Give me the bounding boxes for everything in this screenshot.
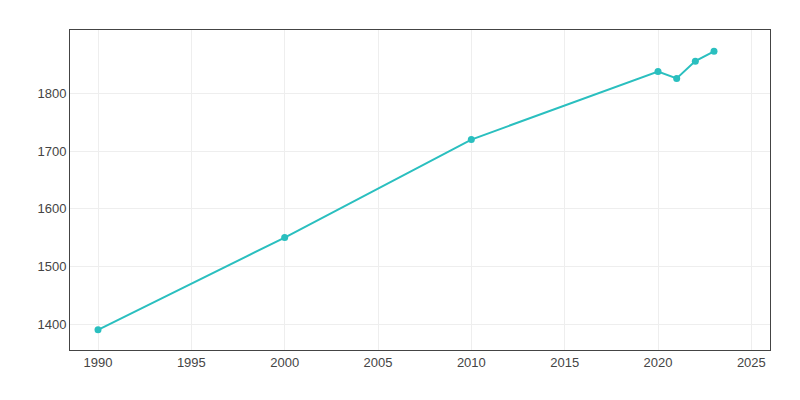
svg-text:2000: 2000: [270, 355, 299, 370]
svg-text:2005: 2005: [364, 355, 393, 370]
svg-text:2025: 2025: [737, 355, 766, 370]
svg-text:2015: 2015: [550, 355, 579, 370]
svg-text:1500: 1500: [37, 259, 66, 274]
svg-text:1995: 1995: [177, 355, 206, 370]
svg-text:1800: 1800: [37, 86, 66, 101]
svg-text:1600: 1600: [37, 201, 66, 216]
svg-text:1700: 1700: [37, 144, 66, 159]
svg-text:1400: 1400: [37, 317, 66, 332]
svg-text:2020: 2020: [644, 355, 673, 370]
svg-text:1990: 1990: [84, 355, 113, 370]
svg-text:2010: 2010: [457, 355, 486, 370]
